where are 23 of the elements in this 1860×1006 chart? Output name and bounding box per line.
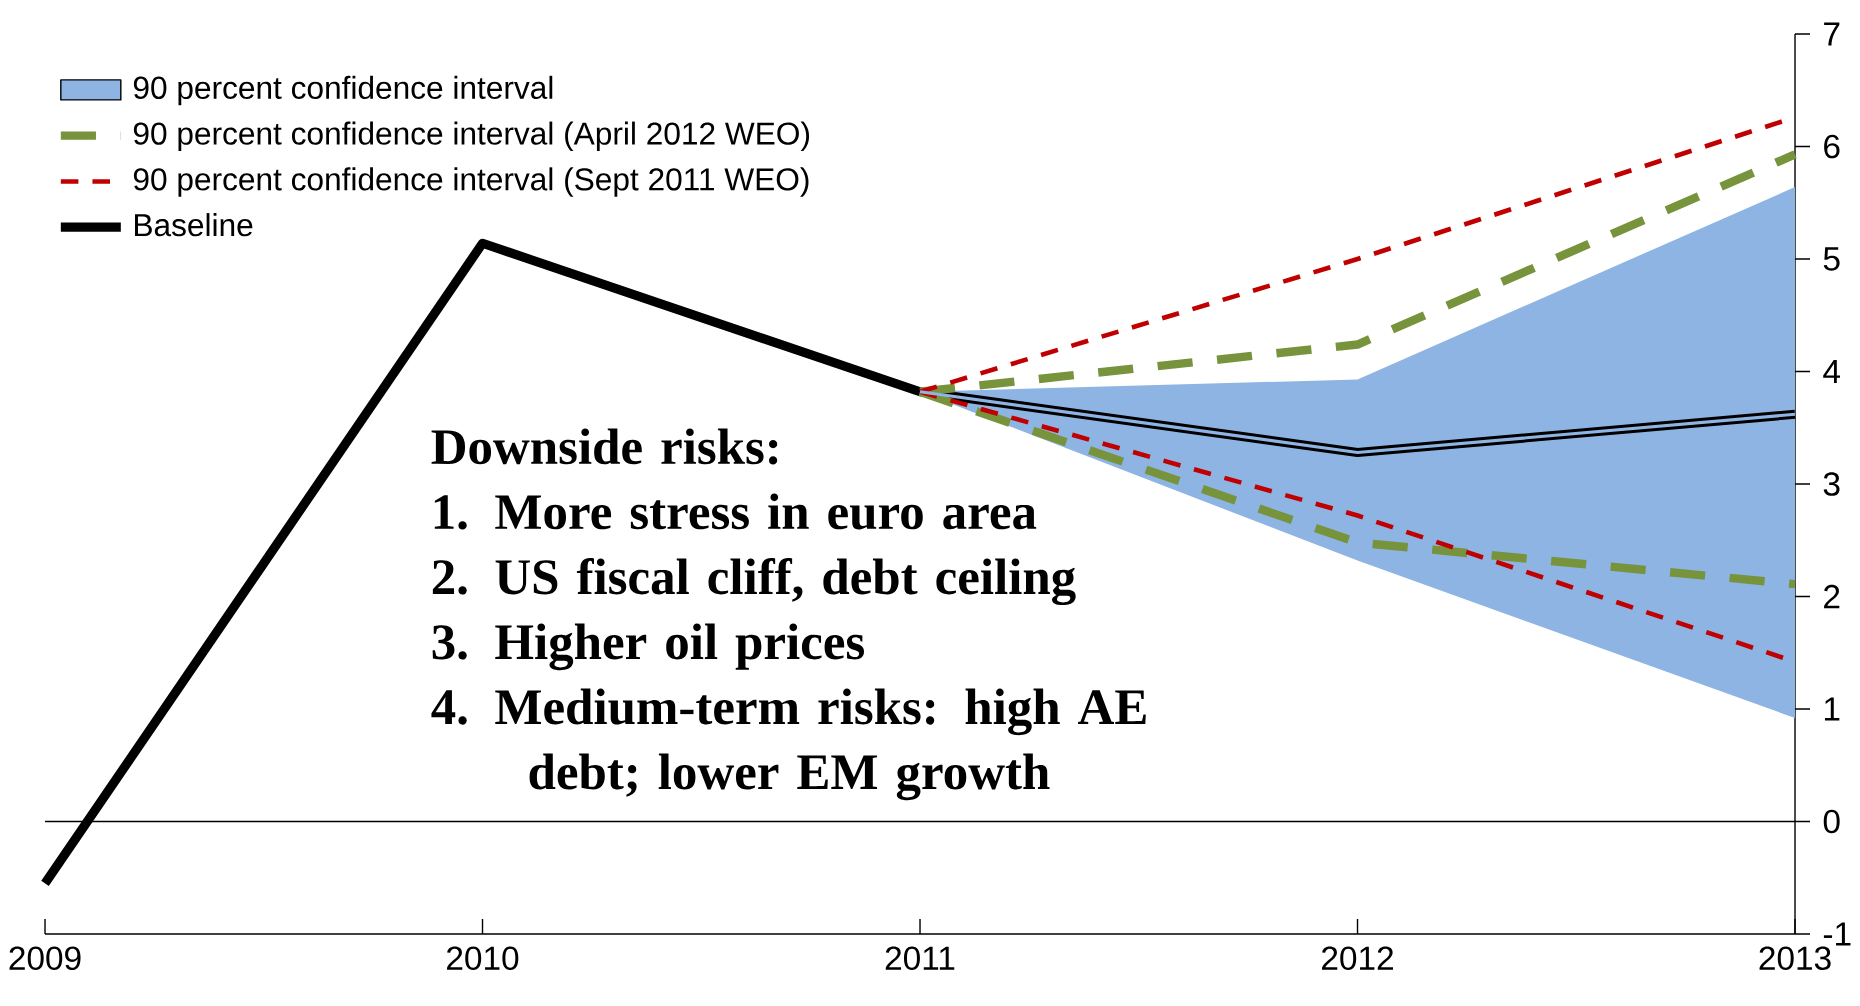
annotation: Downside risks:: [431, 428, 778, 465]
y-tick-label: 6: [1824, 134, 1840, 159]
y-tick-label: 0: [1823, 809, 1840, 834]
legend-label: 90 percent confidence interval (April 2012 WEO): [133, 121, 810, 152]
y-tick-label: 4: [1823, 360, 1840, 384]
x-tick-label: 2012: [1322, 946, 1393, 971]
y-tick-label: 1: [1824, 697, 1840, 721]
x-tick-label: 2010: [447, 946, 519, 971]
annotation: 1. More stress in euro area: [434, 493, 1037, 530]
x-tick-label: 2013: [1759, 946, 1831, 971]
legend-label: 90 percent confidence interval: [133, 75, 553, 106]
y-tick-label: 7: [1824, 22, 1840, 46]
y-tick-label: 3: [1823, 472, 1840, 496]
annotation: 3. Higher oil prices: [432, 623, 865, 671]
y-tick-label: 5: [1823, 247, 1840, 271]
legend-label: Baseline: [135, 213, 253, 237]
annotation: 4. Medium-term risks: high AE debt; lower EM growth: [431, 688, 1146, 801]
x-tick-label: 2011: [885, 946, 955, 971]
y-tick-label: 2: [1824, 584, 1840, 609]
y-tick-label: -1: [1823, 922, 1851, 946]
annotation: 2. US fiscal cliff, debt ceiling: [432, 558, 1076, 606]
legend-label: 90 percent confidence interval (Sept 2011 WEO): [133, 167, 809, 197]
x-tick-label: 2009: [9, 946, 81, 971]
